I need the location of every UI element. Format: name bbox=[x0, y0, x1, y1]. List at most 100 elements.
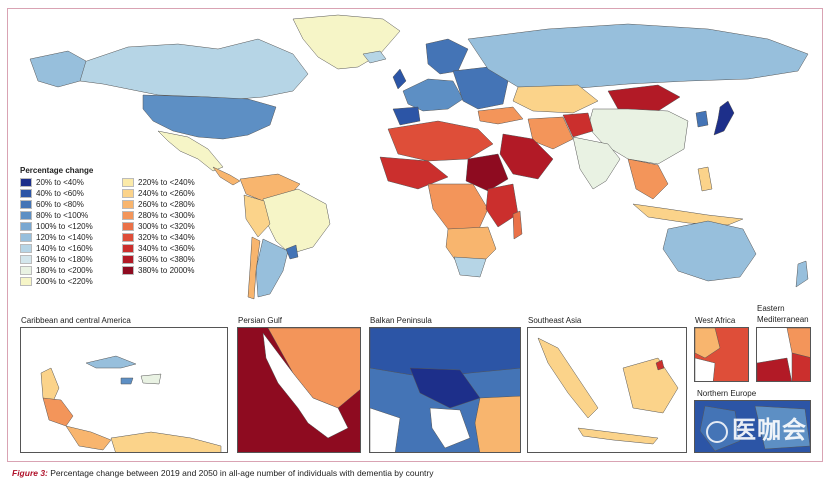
region-scandinavia bbox=[425, 38, 469, 75]
region-china bbox=[587, 108, 689, 165]
region-uruguay bbox=[285, 244, 299, 260]
inset-label-southeast-asia: Southeast Asia bbox=[528, 316, 582, 325]
region-central-africa bbox=[427, 183, 489, 232]
region-indonesia bbox=[632, 203, 744, 226]
world-map bbox=[29, 14, 809, 300]
inset-west-africa bbox=[694, 327, 749, 382]
region-india bbox=[572, 136, 621, 190]
region-peru-bolivia bbox=[243, 194, 271, 238]
region-philippines bbox=[697, 166, 713, 192]
region-brazil bbox=[262, 188, 331, 255]
inset-balkan bbox=[369, 327, 521, 453]
inset-label-west-africa: West Africa bbox=[695, 316, 736, 325]
legend-label: 280% to <300% bbox=[138, 210, 195, 220]
legend-label: 20% to <40% bbox=[36, 177, 84, 187]
caption-text: Percentage change between 2019 and 2050 … bbox=[47, 468, 434, 478]
legend-item: 320% to <340% bbox=[122, 232, 220, 242]
legend-swatch bbox=[122, 265, 134, 275]
legend-item: 20% to <40% bbox=[20, 177, 118, 187]
region-iran bbox=[527, 116, 574, 150]
inset-label-persian-gulf: Persian Gulf bbox=[238, 316, 283, 325]
legend-label: 80% to <100% bbox=[36, 210, 89, 220]
region-mexico bbox=[157, 130, 224, 172]
legend-item: 340% to <360% bbox=[122, 243, 220, 253]
legend-label: 200% to <220% bbox=[36, 276, 93, 286]
region-new-zealand bbox=[795, 260, 809, 288]
inset-label-balkan: Balkan Peninsula bbox=[370, 316, 432, 325]
legend-swatch bbox=[20, 232, 32, 242]
legend-item: 380% to 2000% bbox=[122, 265, 220, 275]
region-uk bbox=[392, 68, 407, 90]
region-iceland bbox=[362, 50, 387, 64]
legend-swatch bbox=[20, 254, 32, 264]
legend-item: 100% to <120% bbox=[20, 221, 118, 231]
legend-item: 60% to <80% bbox=[20, 199, 118, 209]
region-indochina bbox=[627, 158, 669, 200]
inset-label-eastern-med-1: Eastern bbox=[757, 304, 785, 313]
legend-label: 320% to <340% bbox=[138, 232, 195, 242]
legend-swatch bbox=[20, 177, 32, 187]
inset-southeast-asia bbox=[527, 327, 687, 453]
region-russia bbox=[467, 23, 809, 90]
inset-label-caribbean: Caribbean and central America bbox=[21, 316, 131, 325]
region-japan bbox=[713, 100, 735, 136]
legend-label: 160% to <180% bbox=[36, 254, 93, 264]
legend-item: 140% to <160% bbox=[20, 243, 118, 253]
region-western-europe bbox=[402, 78, 464, 112]
region-north-africa bbox=[387, 120, 494, 162]
legend-item: 80% to <100% bbox=[20, 210, 118, 220]
region-chile bbox=[247, 236, 261, 300]
legend-label: 120% to <140% bbox=[36, 232, 93, 242]
legend-grid: 20% to <40% 220% to <240% 40% to <60% 240% … bbox=[20, 177, 220, 286]
legend-label: 180% to <200% bbox=[36, 265, 93, 275]
inset-label-northern-europe: Northern Europe bbox=[697, 389, 757, 398]
region-south-africa bbox=[453, 256, 487, 278]
legend-item: 40% to <60% bbox=[20, 188, 118, 198]
region-mongolia bbox=[607, 84, 681, 112]
region-sudan bbox=[465, 153, 509, 192]
legend-swatch bbox=[20, 243, 32, 253]
legend-label: 380% to 2000% bbox=[138, 265, 195, 275]
legend-swatch bbox=[122, 199, 134, 209]
legend-swatch bbox=[122, 243, 134, 253]
watermark-logo-icon bbox=[706, 420, 728, 443]
legend-label: 40% to <60% bbox=[36, 188, 84, 198]
legend-label: 140% to <160% bbox=[36, 243, 93, 253]
region-east-africa bbox=[485, 183, 519, 228]
legend-swatch bbox=[122, 210, 134, 220]
legend-item: 120% to <140% bbox=[20, 232, 118, 242]
legend-swatch bbox=[20, 188, 32, 198]
region-afghanistan bbox=[562, 112, 594, 138]
legend-item: 220% to <240% bbox=[122, 177, 220, 187]
legend-item: 180% to <200% bbox=[20, 265, 118, 275]
legend-item: 160% to <180% bbox=[20, 254, 118, 264]
region-turkey bbox=[477, 106, 524, 125]
region-australia bbox=[662, 220, 757, 282]
region-iberia bbox=[392, 106, 421, 126]
inset-eastern-med bbox=[756, 327, 811, 382]
region-west-africa bbox=[379, 156, 449, 190]
legend-swatch bbox=[122, 177, 134, 187]
watermark: 医咖会 bbox=[706, 410, 807, 445]
region-greenland bbox=[292, 14, 401, 70]
region-alaska bbox=[29, 50, 87, 88]
legend-item: 300% to <320% bbox=[122, 221, 220, 231]
legend-label: 100% to <120% bbox=[36, 221, 93, 231]
legend-swatch bbox=[20, 276, 32, 286]
inset-label-eastern-med-2: Mediterranean bbox=[757, 315, 809, 324]
legend-item: 200% to <220% bbox=[20, 276, 118, 286]
region-usa bbox=[142, 94, 277, 140]
legend-swatch bbox=[20, 199, 32, 209]
legend-label: 240% to <260% bbox=[138, 188, 195, 198]
legend-label: 360% to <380% bbox=[138, 254, 195, 264]
region-canada bbox=[77, 38, 309, 100]
legend-swatch bbox=[122, 254, 134, 264]
legend-label: 300% to <320% bbox=[138, 221, 195, 231]
figure-number: Figure 3: bbox=[12, 468, 48, 478]
legend-swatch bbox=[122, 221, 134, 231]
legend-swatch bbox=[122, 188, 134, 198]
legend-label: 260% to <280% bbox=[138, 199, 195, 209]
legend-swatch bbox=[20, 221, 32, 231]
legend-label: 60% to <80% bbox=[36, 199, 84, 209]
region-saudi bbox=[499, 133, 554, 180]
